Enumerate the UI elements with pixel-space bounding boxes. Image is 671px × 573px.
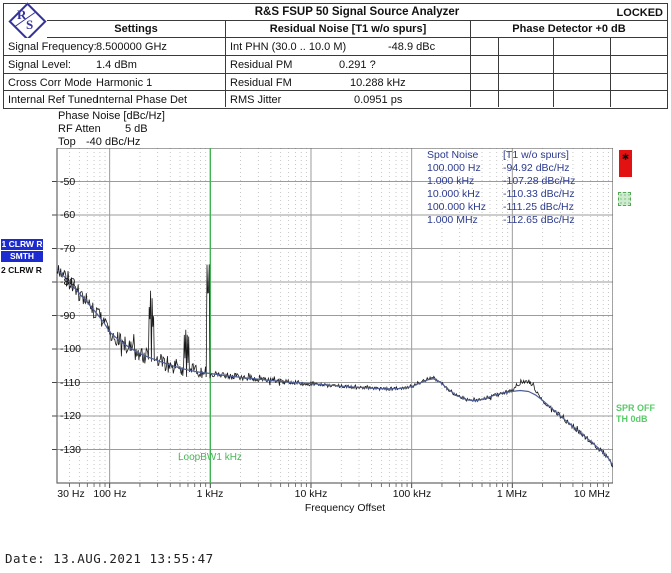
y-tick-label: -80 [60,276,76,288]
spot-noise-value: -112.65 dBc/Hz [503,214,575,226]
title-bar: R&S FSUP 50 Signal Source Analyzer LOCKE… [47,4,667,21]
phase-detector-cell [611,56,667,74]
settings-row-crosscorr: Cross Corr Mode Harmonic 1 [4,74,226,91]
residual-value: 10.288 kHz [350,77,406,89]
phase-detector-cell [611,91,667,107]
setting-value: Internal Phase Det [96,94,188,106]
y-tick-label: -90 [60,310,76,322]
residual-label: Residual FM [230,77,292,89]
y-tick-label: -60 [60,209,76,221]
x-tick-label: 100 Hz [93,488,127,500]
setting-label: Signal Frequency: [8,41,97,53]
phase-detector-cell [554,91,611,107]
residual-label: RMS Jitter [230,94,282,106]
spot-noise-value: -110.33 dBc/Hz [503,188,575,200]
phase-detector-cell [499,38,554,56]
x-tick-label: 1 MHz [496,488,528,500]
locked-status-badge: LOCKED [616,7,663,19]
smoothing-badge: SMTH 20% [1,251,43,272]
phase-detector-cell [499,91,554,107]
spot-noise-value: -111.25 dBc/Hz [503,201,574,213]
measurement-header-table: R S R&S FSUP 50 Signal Source Analyzer L… [3,2,668,109]
settings-row-ref: Internal Ref Tuned Internal Phase Det [4,91,226,107]
residual-row-fm: Residual FM 10.288 kHz [226,74,471,91]
rs-logo-letter-r: R [17,7,27,22]
y-tick-label: -70 [60,243,76,255]
phase-detector-cell [471,38,499,56]
setting-value: Harmonic 1 [96,77,153,89]
residual-row-pm: Residual PM 0.291 ? [226,56,471,74]
spot-noise-freq: 1.000 MHz [427,214,478,226]
spot-noise-value: -107.28 dBc/Hz [503,175,576,187]
spot-noise-header-freq: Spot Noise [427,149,479,161]
y-tick-label: -120 [60,410,82,422]
setting-label: Internal Ref Tuned [8,94,99,106]
marker2-icon [618,192,631,206]
residual-value: -48.9 dBc [388,41,436,53]
spot-noise-freq: 1.000 kHz [427,175,475,187]
y-tick-label: -50 [60,176,76,188]
phase-detector-cell [471,56,499,74]
phase-detector-cell [499,74,554,91]
y-tick-label: -130 [60,444,82,456]
y-tick-label: -100 [60,343,82,355]
residual-value: 0.0951 ps [354,94,403,106]
x-tick-label: 30 Hz [57,488,85,500]
top-level-label: Top [58,136,76,148]
threshold-label: TH 0dB [616,414,648,424]
rf-atten-label: RF Atten [58,123,101,135]
rf-atten-value: 5 dB [125,123,148,135]
residual-value: 0.291 ? [339,59,376,71]
top-level-value: -40 dBc/Hz [86,136,141,148]
residual-row-intphn: Int PHN (30.0 .. 10.0 M) -48.9 dBc [226,38,471,56]
phase-detector-cell [471,74,499,91]
residual-label: Residual PM [230,59,293,71]
diagram-heading: Phase Noise [dBc/Hz] [58,110,165,122]
y-tick-label: -110 [60,377,81,389]
phase-noise-plot [52,148,613,488]
top-level-row: Top -40 dBc/Hz [58,136,140,148]
settings-column-header: Settings [47,21,226,38]
phase-detector-cell [554,38,611,56]
rs-logo: R S [4,2,48,41]
phase-detector-cell [554,74,611,91]
x-tick-label: 1 kHz [196,488,224,500]
rs-logo-letter-s: S [26,17,34,32]
rf-atten-row: RF Atten 5 dB [58,123,148,135]
phase-detector-cell [611,38,667,56]
residual-noise-column-header: Residual Noise [T1 w/o spurs] [226,21,471,38]
trace1-badge: 1 CLRW R [1,239,43,250]
x-axis-title: Frequency Offset [304,502,386,514]
residual-label: Int PHN (30.0 .. 10.0 M) [230,41,347,53]
settings-row-frequency: Signal Frequency: 8.500000 GHz [4,38,226,56]
phase-detector-cell [499,56,554,74]
x-tick-label: 100 kHz [392,488,432,500]
residual-row-jitter: RMS Jitter 0.0951 ps [226,91,471,107]
spot-noise-freq: 10.000 kHz [427,188,481,200]
setting-value: 1.4 dBm [96,59,137,71]
setting-value: 8.500000 GHz [96,41,167,53]
phase-detector-column-header: Phase Detector +0 dB [471,21,667,38]
x-tick-label: 10 MHz [573,488,611,500]
phase-detector-cell [554,56,611,74]
phase-detector-cell [471,91,499,107]
app-title: R&S FSUP 50 Signal Source Analyzer [254,5,460,18]
x-tick-label: 10 kHz [294,488,328,500]
spot-noise-value: -94.92 dBc/Hz [503,162,570,174]
setting-label: Cross Corr Mode [8,77,92,89]
setting-label: Signal Level: [8,59,71,71]
trace2-label: 2 CLRW R [1,265,42,275]
spot-noise-header-trace: [T1 w/o spurs] [503,149,569,161]
settings-row-level: Signal Level: 1.4 dBm [4,56,226,74]
spot-noise-freq: 100.000 Hz [427,162,481,174]
date-stamp: Date: 13.AUG.2021 13:55:47 [5,551,214,566]
spot-noise-freq: 100.000 kHz [427,201,486,213]
phase-detector-cell [611,74,667,91]
spur-off-label: SPR OFF [616,403,656,413]
loop-bandwidth-label: LoopBW1 kHz [178,452,242,463]
marker1-icon: ✱ [619,150,632,177]
